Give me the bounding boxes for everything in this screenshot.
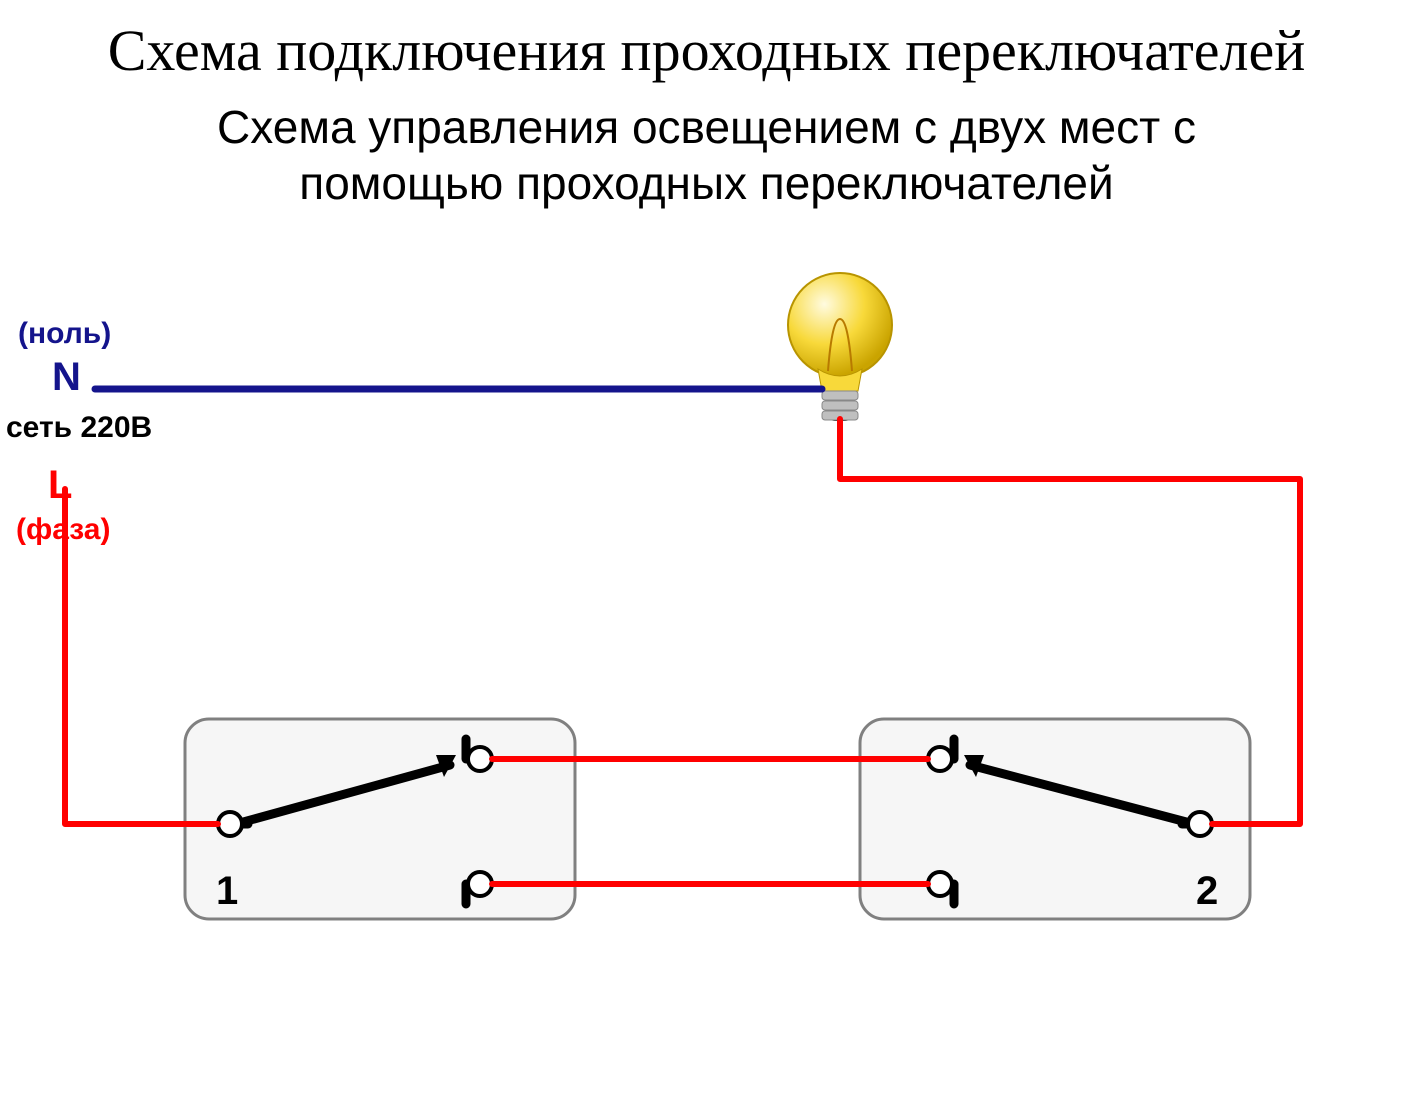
diagram-stage: (ноль) N сеть 220В L (фаза) 1 2	[0, 219, 1413, 959]
page-title: Схема подключения проходных переключател…	[60, 18, 1353, 85]
neutral-letter: N	[52, 355, 81, 400]
switch1-number: 1	[216, 869, 238, 914]
phase-letter: L	[48, 463, 72, 508]
neutral-label: (ноль)	[18, 317, 111, 351]
switch2-number: 2	[1196, 869, 1218, 914]
mains-label: сеть 220В	[6, 411, 152, 445]
phase-label: (фаза)	[16, 513, 110, 547]
wiring-diagram	[0, 219, 1413, 959]
lightbulb-icon	[788, 273, 892, 421]
page-subtitle: Схема управления освещением с двух мест …	[120, 99, 1293, 211]
